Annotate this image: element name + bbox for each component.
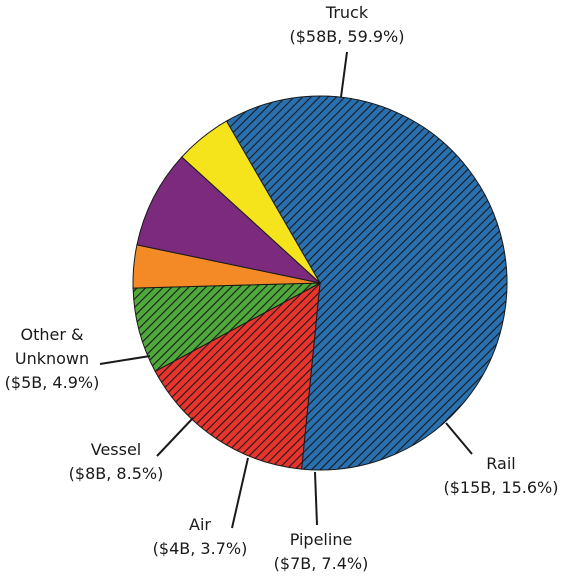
slice-label-vessel: Vessel ($8B, 8.5%) xyxy=(69,440,164,483)
leader-line-vessel xyxy=(156,417,194,457)
pie-slice-vessel xyxy=(136,156,322,284)
leader-line-pipeline xyxy=(314,471,318,526)
slice-label-value: ($58B, 59.9%) xyxy=(290,27,405,46)
slice-label-name: Rail xyxy=(486,454,515,473)
pie-slice-other-unknown xyxy=(181,120,321,284)
slice-label-name: Other & xyxy=(21,325,84,344)
pie-slice-truck xyxy=(225,95,508,471)
slice-label-name: Vessel xyxy=(91,440,142,459)
slice-labels: Truck ($58B, 59.9%) Rail ($15B, 15.6%) Pipel… xyxy=(5,3,559,573)
leader-line-air xyxy=(231,457,249,529)
leader-line-rail xyxy=(445,422,473,455)
slice-label-name: Air xyxy=(189,515,211,534)
slice-label-name: Truck xyxy=(325,3,369,22)
leader-line-other-unknown xyxy=(99,355,151,365)
slice-label-value: ($7B, 7.4%) xyxy=(274,554,369,573)
slice-label-value: ($5B, 4.9%) xyxy=(5,373,100,392)
slice-label-other-unknown: Other & Unknown ($5B, 4.9%) xyxy=(5,325,100,392)
slice-label-name: Unknown xyxy=(15,349,89,368)
slice-label-value: ($15B, 15.6%) xyxy=(444,478,559,497)
slice-label-air: Air ($4B, 3.7%) xyxy=(153,515,248,558)
slice-label-truck: Truck ($58B, 59.9%) xyxy=(290,3,405,46)
slice-label-name: Pipeline xyxy=(290,530,353,549)
slice-label-value: ($4B, 3.7%) xyxy=(153,539,248,558)
leader-line-truck xyxy=(340,51,348,98)
leader-lines xyxy=(99,51,473,529)
slice-label-pipeline: Pipeline ($7B, 7.4%) xyxy=(274,530,369,573)
pie-slices xyxy=(132,95,508,471)
slice-label-rail: Rail ($15B, 15.6%) xyxy=(444,454,559,497)
pie-slice-rail xyxy=(154,282,321,470)
slice-label-value: ($8B, 8.5%) xyxy=(69,464,164,483)
